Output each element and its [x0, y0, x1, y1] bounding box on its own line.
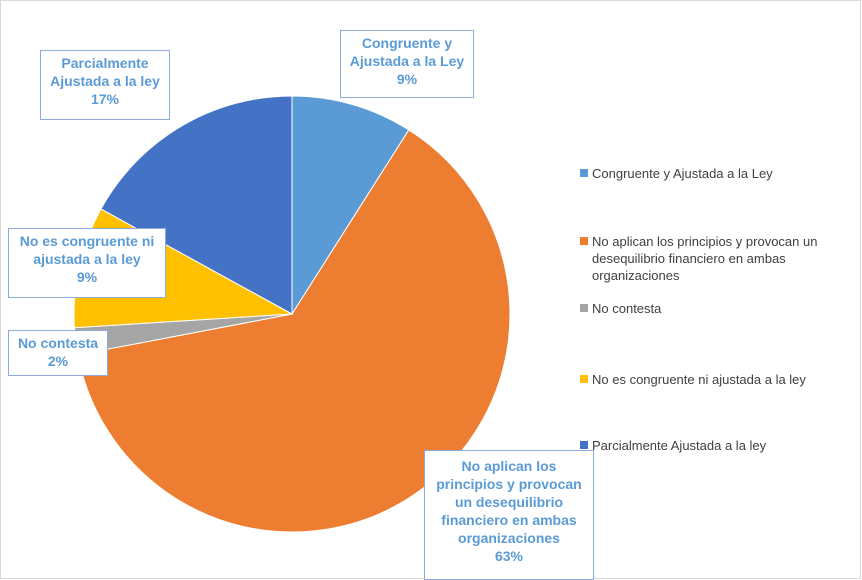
data-label-no-aplican: No aplican los principios y provocan un …: [424, 450, 594, 580]
data-label-line: Congruente y: [361, 35, 453, 51]
legend-swatch: [580, 304, 588, 312]
legend-item-congruente: Congruente y Ajustada a la Ley: [580, 165, 850, 182]
legend-item-no-contesta: No contesta: [580, 300, 850, 317]
legend-item-no-aplican: No aplican los principios y provocan un …: [580, 233, 850, 284]
legend-label: No aplican los principios y provocan un …: [592, 234, 818, 283]
data-label-line: ajustada a la ley: [33, 251, 141, 267]
pie-slice-parcialmente: [100, 95, 293, 315]
data-label-percent: 9%: [76, 269, 98, 285]
data-label-parcialmente: Parcialmente Ajustada a la ley 17%: [40, 50, 170, 120]
data-label-percent: 2%: [47, 353, 69, 369]
legend-label: Parcialmente Ajustada a la ley: [592, 438, 767, 453]
legend-label: Congruente y Ajustada a la Ley: [592, 166, 773, 181]
data-label-line: Parcialmente: [61, 55, 149, 71]
data-label-line: financiero en ambas: [441, 512, 577, 528]
data-label-line: No contesta: [17, 335, 99, 351]
pie-slice-congruente: [291, 95, 410, 316]
legend-swatch: [580, 169, 588, 177]
legend-swatch: [580, 441, 588, 449]
data-label-percent: 17%: [90, 91, 120, 107]
pie-slice-no-aplican: [77, 129, 511, 533]
legend-swatch: [580, 375, 588, 383]
data-label-no-congruente: No es congruente ni ajustada a la ley 9%: [8, 228, 166, 298]
data-label-line: organizaciones: [458, 530, 560, 546]
data-label-line: No aplican los: [461, 458, 557, 474]
legend-label: No contesta: [592, 301, 662, 316]
data-label-percent: 63%: [494, 548, 524, 564]
legend-item-parcialmente: Parcialmente Ajustada a la ley: [580, 437, 850, 454]
data-label-line: Ajustada a la Ley: [349, 53, 465, 69]
legend-label: No es congruente ni ajustada a la ley: [592, 372, 806, 387]
data-label-line: un desequilibrio: [454, 494, 564, 510]
legend-item-no-congruente: No es congruente ni ajustada a la ley: [580, 371, 850, 388]
data-label-line: No es congruente ni: [19, 233, 155, 249]
data-label-line: Ajustada a la ley: [50, 73, 160, 89]
data-label-congruente: Congruente y Ajustada a la Ley 9%: [340, 30, 474, 98]
data-label-line: principios y provocan: [436, 476, 582, 492]
legend-swatch: [580, 237, 588, 245]
data-label-no-contesta: No contesta 2%: [8, 330, 108, 376]
data-label-percent: 9%: [396, 71, 418, 87]
